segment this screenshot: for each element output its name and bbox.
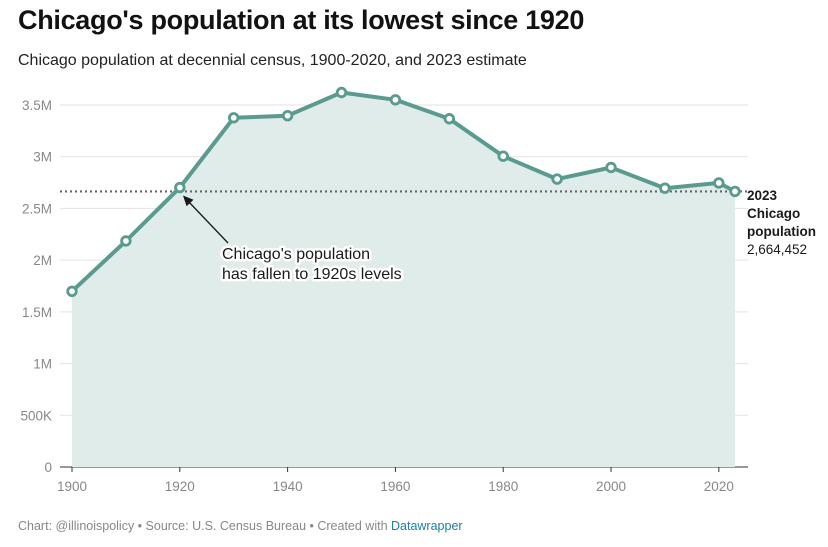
footer-source: • Source: U.S. Census Bureau • Created w… (134, 519, 391, 533)
y-tick-label: 0 (44, 460, 52, 475)
data-point (335, 86, 348, 99)
x-tick-label: 1940 (273, 479, 303, 494)
x-tick-label: 1920 (165, 479, 195, 494)
y-tick-label: 2M (33, 253, 52, 268)
y-tick-label: 1.5M (22, 305, 52, 320)
x-tick-label: 1960 (380, 479, 410, 494)
data-point (174, 181, 186, 194)
annotation-arrow-line (187, 200, 229, 244)
x-tick-label: 1980 (488, 479, 518, 494)
area-fill-path (72, 92, 735, 467)
y-tick-label: 500K (20, 408, 52, 423)
chart-subtitle: Chicago population at decennial census, … (18, 52, 527, 69)
end-label-value: 2,664,452 (747, 242, 807, 257)
data-point (443, 113, 456, 125)
end-label: 2023 Chicago population 2,664,452 (747, 188, 816, 257)
annotation-arrow-head (183, 195, 194, 207)
footer-author: @illinoispolicy (55, 519, 135, 533)
annotation: Chicago's population has fallen to 1920s… (183, 195, 404, 286)
y-tick-label: 3.5M (22, 98, 52, 113)
data-point (729, 185, 741, 198)
data-point (605, 161, 617, 174)
population-line (70, 90, 737, 294)
data-point (281, 109, 294, 122)
data-point (389, 94, 402, 106)
y-tick-label: 1M (33, 357, 52, 372)
x-axis-ticks: 1900 1920 1940 1960 1980 2000 2020 (57, 467, 734, 494)
x-tick-label: 2000 (596, 479, 626, 494)
annotation-line-1: Chicago's population (222, 246, 370, 263)
data-point (551, 173, 563, 185)
chart-footer: Chart: @illinoispolicy • Source: U.S. Ce… (18, 519, 463, 533)
end-label-line-1: 2023 (747, 188, 778, 203)
datawrapper-link[interactable]: Datawrapper (391, 519, 463, 533)
end-label-line-2: Chicago (747, 206, 800, 221)
data-points (66, 86, 741, 298)
annotation-line-2: has fallen to 1920s levels (222, 266, 402, 283)
data-point (120, 235, 132, 247)
data-point (497, 150, 509, 162)
y-tick-label: 2.5M (22, 201, 52, 216)
end-label-line-3: population (747, 224, 816, 239)
data-point (713, 177, 725, 189)
x-tick-label: 2020 (704, 479, 734, 494)
population-line-path (70, 90, 737, 294)
data-point (66, 285, 78, 298)
y-axis-ticks: 0 500K 1M 1.5M 2M 2.5M 3M 3.5M (20, 98, 52, 475)
data-point (228, 112, 240, 124)
y-tick-label: 3M (33, 150, 52, 165)
x-tick-label: 1900 (57, 479, 87, 494)
data-point (659, 182, 671, 194)
footer-chart-prefix: Chart: (18, 519, 56, 533)
chart-title: Chicago's population at its lowest since… (18, 5, 585, 35)
area-fill (72, 92, 735, 467)
